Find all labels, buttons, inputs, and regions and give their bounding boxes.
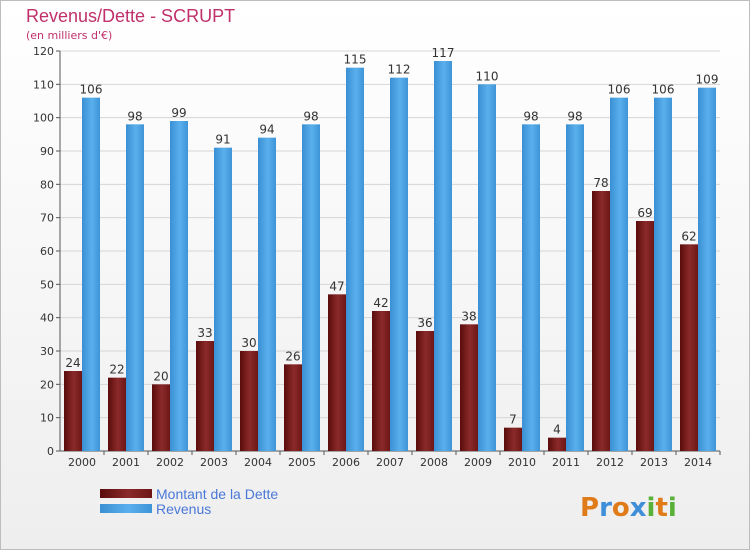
bar-revenus — [346, 67, 364, 452]
data-label-revenus: 94 — [259, 123, 274, 137]
bar-dette — [372, 311, 390, 451]
bar-revenus — [478, 84, 496, 451]
bar-revenus — [698, 87, 716, 452]
bar-dette — [240, 351, 258, 451]
data-label-revenus: 110 — [476, 69, 499, 83]
data-label-dette: 20 — [153, 369, 168, 383]
bar-dette — [64, 371, 82, 451]
y-tick-label: 90 — [40, 145, 54, 158]
bar-dette — [548, 437, 566, 451]
x-tick-label: 2009 — [464, 456, 492, 469]
chart-subtitle: (en milliers d'€) — [26, 29, 112, 42]
legend: Montant de la Dette Revenus — [100, 486, 278, 517]
data-label-revenus: 98 — [127, 109, 142, 123]
bar-revenus — [522, 124, 540, 451]
bar-dette — [504, 427, 522, 451]
y-tick-label: 110 — [33, 78, 54, 91]
x-tick-label: 2006 — [332, 456, 360, 469]
data-label-revenus: 106 — [652, 83, 675, 97]
x-tick-label: 2010 — [508, 456, 536, 469]
bar-dette — [196, 341, 214, 451]
bar-revenus — [566, 124, 584, 451]
data-label-dette: 36 — [417, 316, 432, 330]
x-tick-label: 2003 — [200, 456, 228, 469]
bar-revenus — [434, 61, 452, 451]
bar-dette — [680, 244, 698, 451]
y-tick-label: 0 — [47, 445, 54, 458]
chart-title: Revenus/Dette - SCRUPT — [26, 6, 235, 26]
bar-revenus — [654, 97, 672, 452]
bar-revenus — [126, 124, 144, 451]
legend-swatch-revenus — [100, 504, 152, 513]
bar-dette — [284, 364, 302, 451]
x-tick-label: 2005 — [288, 456, 316, 469]
legend-label-revenus: Revenus — [156, 501, 211, 517]
bar-dette — [152, 384, 170, 451]
bar-dette — [108, 377, 126, 451]
data-label-dette: 42 — [373, 296, 388, 310]
y-tick-label: 120 — [33, 45, 54, 58]
y-tick-label: 70 — [40, 212, 54, 225]
data-label-revenus: 98 — [567, 109, 582, 123]
x-tick-label: 2008 — [420, 456, 448, 469]
data-label-revenus: 109 — [696, 73, 719, 87]
y-tick-label: 60 — [40, 245, 54, 258]
data-label-dette: 69 — [637, 206, 652, 220]
bar-dette — [592, 191, 610, 451]
x-tick-label: 2012 — [596, 456, 624, 469]
x-tick-label: 2002 — [156, 456, 184, 469]
x-tick-label: 2004 — [244, 456, 272, 469]
x-tick-label: 2007 — [376, 456, 404, 469]
x-tick-label: 2013 — [640, 456, 668, 469]
data-label-dette: 38 — [461, 309, 476, 323]
bar-dette — [328, 294, 346, 451]
data-label-dette: 24 — [65, 356, 80, 370]
data-label-revenus: 112 — [388, 63, 411, 77]
bar-dette — [416, 331, 434, 451]
data-label-revenus: 115 — [344, 53, 367, 67]
data-label-revenus: 106 — [80, 83, 103, 97]
x-tick-label: 2011 — [552, 456, 580, 469]
y-tick-label: 50 — [40, 278, 54, 291]
y-tick-label: 40 — [40, 312, 54, 325]
data-label-dette: 47 — [329, 279, 344, 293]
y-tick-label: 80 — [40, 178, 54, 191]
data-label-dette: 62 — [681, 229, 696, 243]
data-label-dette: 33 — [197, 326, 212, 340]
y-tick-label: 100 — [33, 112, 54, 125]
bar-revenus — [82, 97, 100, 452]
bar-revenus — [302, 124, 320, 451]
bar-revenus — [258, 137, 276, 451]
bar-dette — [636, 221, 654, 451]
data-label-revenus: 91 — [215, 133, 230, 147]
bar-revenus — [170, 121, 188, 451]
data-label-dette: 30 — [241, 336, 256, 350]
data-label-revenus: 98 — [303, 109, 318, 123]
bar-revenus — [214, 147, 232, 451]
y-tick-label: 20 — [40, 378, 54, 391]
bar-dette — [460, 324, 478, 451]
proxiti-logo: Proxiti — [580, 493, 677, 523]
data-label-revenus: 117 — [432, 46, 455, 60]
data-label-dette: 4 — [553, 423, 561, 437]
x-tick-label: 2000 — [68, 456, 96, 469]
x-tick-label: 2014 — [684, 456, 712, 469]
legend-swatch-dette — [100, 489, 152, 498]
data-label-revenus: 99 — [171, 106, 186, 120]
legend-label-dette: Montant de la Dette — [156, 486, 278, 502]
data-label-revenus: 98 — [523, 109, 538, 123]
x-tick-label: 2001 — [112, 456, 140, 469]
bar-revenus — [390, 77, 408, 452]
data-label-dette: 78 — [593, 176, 608, 190]
y-tick-label: 10 — [40, 412, 54, 425]
data-label-dette: 7 — [509, 413, 517, 427]
svg-text:Proxiti: Proxiti — [580, 493, 677, 523]
data-label-dette: 26 — [285, 349, 300, 363]
data-label-revenus: 106 — [608, 83, 631, 97]
data-label-dette: 22 — [109, 363, 124, 377]
bar-revenus — [610, 97, 628, 452]
y-tick-label: 30 — [40, 345, 54, 358]
plot-area: 0 10 20 30 40 50 60 70 80 90 100 110 120 24 106 2000 22 9… — [33, 45, 721, 469]
